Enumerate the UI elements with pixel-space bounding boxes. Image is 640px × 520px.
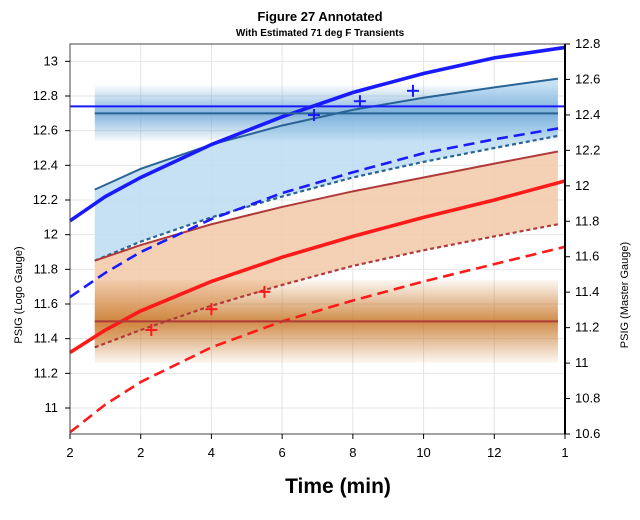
chart-title: Figure 27 Annotated [257, 9, 382, 24]
y-left-tick-label: 11 [45, 400, 59, 415]
y-right-tick-label: 11.2 [575, 320, 599, 335]
series-red-upper [94, 150, 559, 262]
y-left-tick-label: 12.2 [33, 192, 58, 207]
x-axis-label: Time (min) [285, 475, 391, 498]
blue-point [307, 109, 320, 122]
chart-subtitle: With Estimated 71 deg F Transients [236, 28, 405, 39]
y-left-tick-label: 11.2 [34, 365, 58, 380]
x-tick-label: 2 [66, 445, 73, 460]
x-tick-label: 4 [208, 445, 215, 460]
y-right-tick-label: 11 [575, 355, 589, 370]
series-red-lower-dotted [94, 223, 559, 349]
series-blue-upper [94, 77, 559, 191]
y-axis-right-label: PSIG (Master Gauge) [619, 242, 631, 348]
y-right-tick-label: 11.4 [575, 284, 599, 299]
series-blue-dashed [69, 125, 566, 299]
red-point [258, 285, 271, 298]
y-left-tick-label: 11.6 [34, 296, 58, 311]
x-tick-label: 8 [349, 445, 356, 460]
blue-point [406, 84, 419, 97]
y-right-tick-label: 12 [575, 178, 589, 193]
y-right-tick-label: 10.6 [575, 426, 600, 441]
y-right-tick-label: 12.2 [575, 142, 600, 157]
y-right-tick-label: 12.4 [575, 107, 600, 122]
y-left-tick-label: 12 [44, 227, 58, 242]
y-left-tick-label: 12.4 [33, 157, 58, 172]
y-right-tick-label: 11.6 [575, 249, 599, 264]
x-tick-label: 2 [137, 445, 144, 460]
y-axis-left-label: PSIG (Logo Gauge) [13, 246, 25, 343]
y-left-tick-label: 11.8 [34, 261, 58, 276]
plot-area: 1111.211.411.611.81212.212.412.612.81310… [33, 36, 601, 460]
y-left-tick-label: 12.8 [33, 88, 58, 103]
series-blue-thick [68, 45, 566, 223]
y-left-tick-label: 11.4 [34, 331, 58, 346]
y-right-tick-label: 12.6 [575, 71, 600, 86]
y-right-tick-label: 10.8 [575, 391, 600, 406]
y-right-tick-label: 12.8 [575, 36, 600, 51]
x-tick-label: 6 [279, 445, 286, 460]
series-red-thick [69, 179, 566, 355]
blue-point [353, 95, 366, 108]
x-tick-label: 12 [487, 445, 501, 460]
x-tick-label: 1 [561, 445, 568, 460]
y-left-tick-label: 13 [44, 53, 58, 68]
x-tick-label: 10 [416, 445, 430, 460]
y-right-tick-label: 11.8 [575, 213, 599, 228]
y-left-tick-label: 12.6 [33, 123, 58, 138]
red-point [145, 324, 158, 336]
series-blue-lower-dotted [94, 134, 559, 262]
red-point [205, 303, 218, 316]
